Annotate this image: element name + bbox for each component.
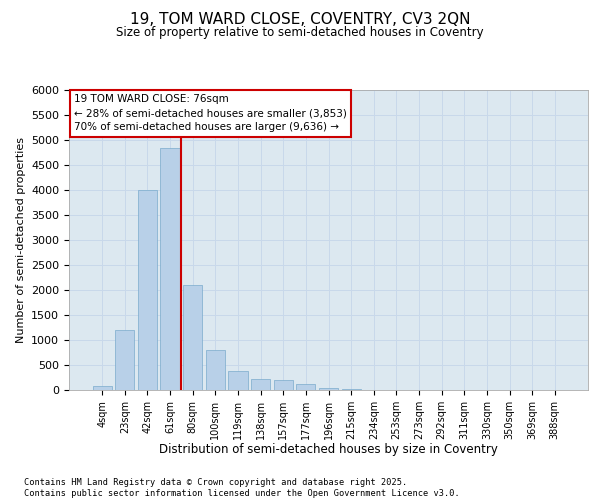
- Text: Size of property relative to semi-detached houses in Coventry: Size of property relative to semi-detach…: [116, 26, 484, 39]
- Bar: [296, 384, 316, 390]
- Bar: [92, 386, 112, 390]
- Text: Distribution of semi-detached houses by size in Coventry: Distribution of semi-detached houses by …: [160, 442, 498, 456]
- Text: 19, TOM WARD CLOSE, COVENTRY, CV3 2QN: 19, TOM WARD CLOSE, COVENTRY, CV3 2QN: [130, 12, 470, 28]
- Text: Contains HM Land Registry data © Crown copyright and database right 2025.
Contai: Contains HM Land Registry data © Crown c…: [24, 478, 460, 498]
- Bar: [115, 330, 134, 390]
- Bar: [206, 350, 225, 390]
- Bar: [160, 148, 180, 390]
- Bar: [229, 371, 248, 390]
- Bar: [251, 378, 270, 390]
- Bar: [319, 388, 338, 390]
- Bar: [138, 190, 157, 390]
- Bar: [274, 380, 293, 390]
- Text: 19 TOM WARD CLOSE: 76sqm
← 28% of semi-detached houses are smaller (3,853)
70% o: 19 TOM WARD CLOSE: 76sqm ← 28% of semi-d…: [74, 94, 347, 132]
- Bar: [341, 389, 361, 390]
- Y-axis label: Number of semi-detached properties: Number of semi-detached properties: [16, 137, 26, 343]
- Bar: [183, 285, 202, 390]
